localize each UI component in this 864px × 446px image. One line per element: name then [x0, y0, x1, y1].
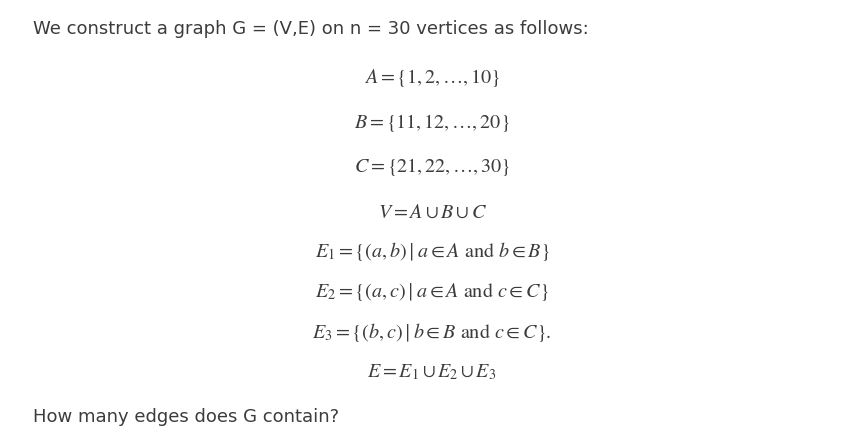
Text: $E_1 = \{(a, b) \mid a \in A \text{ and } b \in B\}$: $E_1 = \{(a, b) \mid a \in A \text{ and … — [314, 240, 550, 264]
Text: $E_3 = \{(b, c) \mid b \in B \text{ and } c \in C\}.$: $E_3 = \{(b, c) \mid b \in B \text{ and … — [312, 321, 552, 344]
Text: $B = \{11, 12, \ldots, 20\}$: $B = \{11, 12, \ldots, 20\}$ — [354, 112, 510, 134]
Text: $A = \{1, 2, \ldots, 10\}$: $A = \{1, 2, \ldots, 10\}$ — [364, 67, 500, 89]
Text: $V = A \cup B \cup C$: $V = A \cup B \cup C$ — [378, 202, 486, 221]
Text: $C = \{21, 22, \ldots, 30\}$: $C = \{21, 22, \ldots, 30\}$ — [353, 156, 511, 178]
Text: We construct a graph G = (V,E) on n = 30 vertices as follows:: We construct a graph G = (V,E) on n = 30… — [33, 20, 588, 38]
Text: How many edges does G contain?: How many edges does G contain? — [33, 408, 339, 426]
Text: $E_2 = \{(a, c) \mid a \in A \text{ and } c \in C\}$: $E_2 = \{(a, c) \mid a \in A \text{ and … — [315, 281, 549, 303]
Text: $E = E_1 \cup E_2 \cup E_3$: $E = E_1 \cup E_2 \cup E_3$ — [367, 363, 497, 382]
